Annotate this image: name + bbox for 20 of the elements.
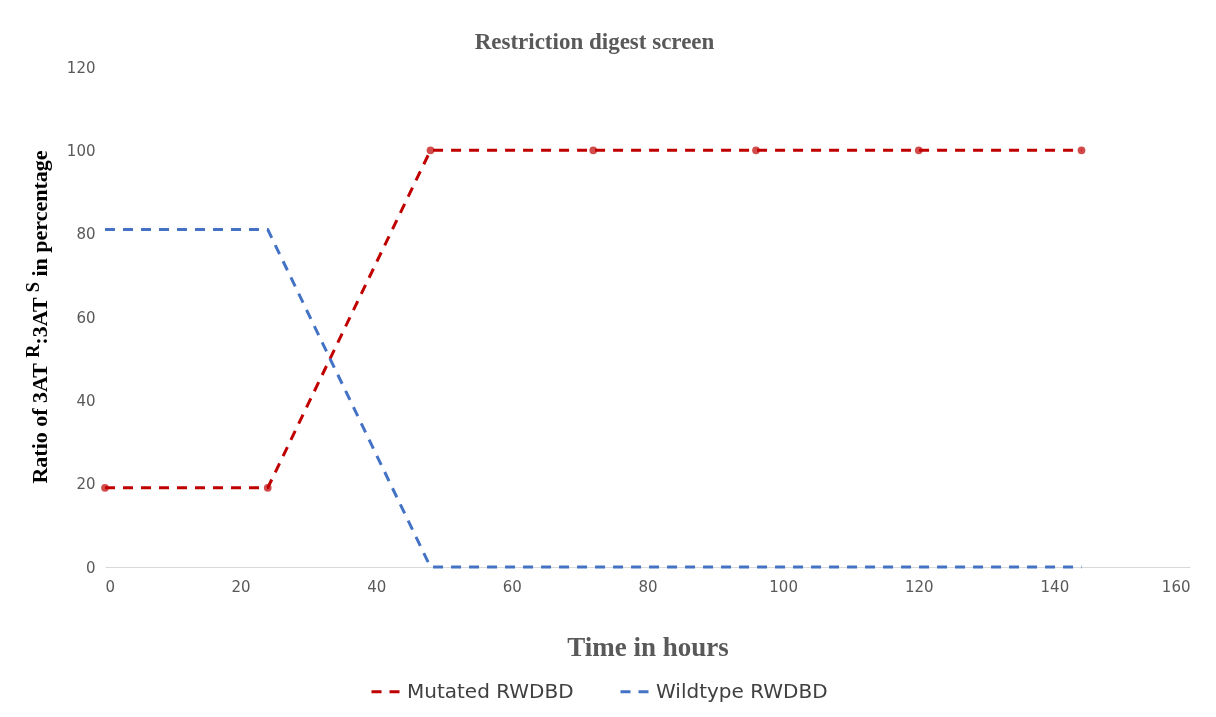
y-tick-label: 60: [76, 308, 96, 327]
y-tick-label: 120: [66, 58, 96, 77]
y-tick-label: 0: [85, 558, 96, 577]
y-tick-label: 80: [76, 225, 96, 244]
x-tick-label: 100: [769, 577, 798, 596]
x-axis-title: Time in hours: [567, 631, 729, 662]
x-tick-label: 160: [1161, 577, 1191, 596]
legend-label: Wildtype RWDBD: [656, 678, 828, 703]
y-tick-label: 100: [66, 141, 96, 160]
x-tick-label: 40: [367, 577, 387, 596]
x-tick-label: 60: [502, 577, 522, 596]
chart-title: Restriction digest screen: [474, 29, 715, 54]
x-tick-label: 0: [105, 577, 116, 596]
y-tick-label: 40: [76, 391, 96, 410]
y-tick-label: 20: [76, 475, 96, 494]
x-tick-label: 120: [904, 577, 934, 596]
x-tick-label: 80: [638, 577, 658, 596]
legend-label: Mutated RWDBD: [407, 678, 574, 703]
x-tick-label: 20: [231, 577, 251, 596]
x-tick-label: 140: [1040, 577, 1070, 596]
